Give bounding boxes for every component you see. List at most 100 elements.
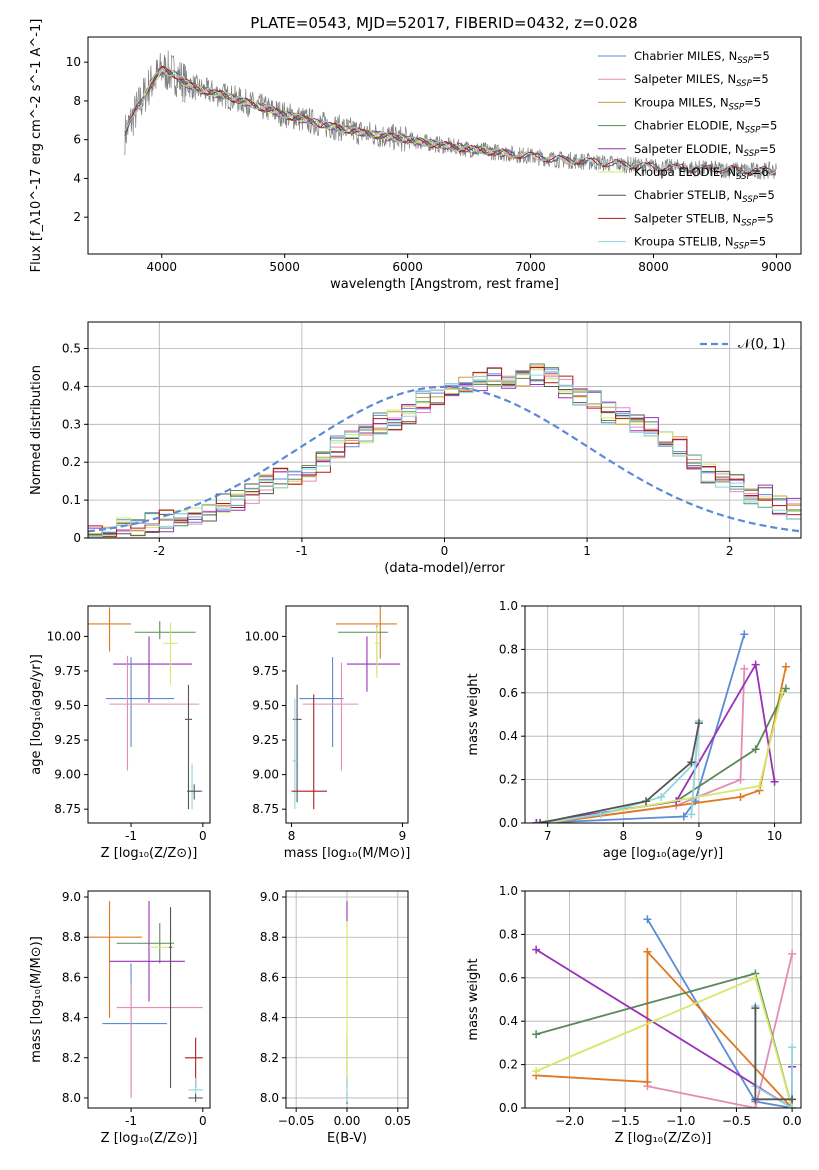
x-tick-label: 4000 xyxy=(146,260,177,274)
series-line xyxy=(539,720,700,823)
legend-eq: =5 xyxy=(744,95,761,109)
series-marker xyxy=(641,797,650,806)
y-tick-label: 9.50 xyxy=(252,699,279,713)
y-tick-label: 8 xyxy=(73,94,81,108)
x-tick-label: 0.00 xyxy=(334,1114,361,1128)
legend-label: Salpeter MILES, NSSP=5 xyxy=(634,72,769,89)
legend-label: Kroupa MILES, NSSP=5 xyxy=(634,95,761,112)
series-marker xyxy=(751,1004,760,1013)
series-marker xyxy=(687,810,696,819)
x-tick-label: 9 xyxy=(695,829,703,843)
series-marker xyxy=(736,792,745,801)
y-tick-label: 0.4 xyxy=(499,729,518,743)
series-marker xyxy=(687,758,696,767)
series-line xyxy=(536,633,746,823)
plot-area xyxy=(532,915,797,1108)
legend-subscript: SSP xyxy=(744,149,760,159)
y-tick-label: 6 xyxy=(73,133,81,147)
x-tick-label: 0.0 xyxy=(783,1114,802,1128)
series-line xyxy=(535,976,793,1108)
axes-frame xyxy=(285,605,409,824)
model-spectrum xyxy=(124,68,776,176)
series-marker xyxy=(751,973,760,982)
series-marker xyxy=(788,1095,797,1104)
model-spectrum xyxy=(149,69,506,158)
x-tick-label: -2 xyxy=(153,544,165,558)
legend-subscript: SSP xyxy=(741,218,757,228)
series-marker xyxy=(751,1104,760,1108)
x-axis-label: wavelength [Angstrom, rest frame] xyxy=(330,277,559,292)
x-tick-label: -1 xyxy=(125,829,137,843)
y-axis-label: Flux [f_λ10^-17 erg cm^-2 s^-1 A^-1] xyxy=(29,19,44,273)
data-spectrum xyxy=(124,50,777,180)
normal-curve xyxy=(88,385,801,533)
legend-label: Chabrier MILES, NSSP=5 xyxy=(634,49,770,66)
y-tick-label: 9.0 xyxy=(62,890,81,904)
series-marker xyxy=(679,812,688,821)
x-axis-label: Z [log₁₀(Z/Z⊙)] xyxy=(101,846,198,861)
series-marker xyxy=(643,947,652,956)
y-axis-label: mass [log₁₀(M/M⊙)] xyxy=(29,936,44,1063)
y-tick-label: 0.8 xyxy=(499,927,518,941)
x-tick-label: 10 xyxy=(767,829,782,843)
series-marker xyxy=(788,949,797,958)
y-tick-label: 0.5 xyxy=(62,342,81,356)
spectrum-panel: 4000 5000 6000 7000 8000 9000 2 4 6 8 10 wavelength… xyxy=(29,19,802,292)
x-tick-label: 0.05 xyxy=(384,1114,411,1128)
y-tick-label: 8.2 xyxy=(62,1051,81,1065)
y-tick-label: 9.00 xyxy=(54,768,81,782)
y-tick-label: 0.6 xyxy=(499,686,518,700)
legend-subscript: SSP xyxy=(745,126,761,136)
series-line xyxy=(547,692,783,823)
series-marker xyxy=(657,792,666,801)
y-tick-label: 8.75 xyxy=(54,802,81,816)
series-marker xyxy=(532,1067,541,1076)
x-tick-label: 8 xyxy=(619,829,627,843)
x-tick-label: 2 xyxy=(726,544,734,558)
x-axis-label: mass [log₁₀(M/M⊙)] xyxy=(284,846,411,861)
series-marker xyxy=(781,662,790,671)
axes-frame xyxy=(87,605,211,824)
legend-eq: =5 xyxy=(757,211,774,225)
model-spectrum xyxy=(149,67,506,157)
series-marker xyxy=(532,819,541,823)
y-tick-label: 0.2 xyxy=(499,1058,518,1072)
y-tick-label: 1.0 xyxy=(499,599,518,613)
histogram-step xyxy=(88,370,801,538)
y-tick-label: 0.1 xyxy=(62,493,81,507)
y-tick-label: 9.75 xyxy=(252,664,279,678)
legend-eq: =5 xyxy=(749,235,766,249)
legend-eq: =5 xyxy=(752,72,769,86)
y-axis-label: mass weight xyxy=(466,958,481,1040)
y-tick-label: 2 xyxy=(73,210,81,224)
x-tick-label: 1 xyxy=(583,544,591,558)
y-tick-label: 0 xyxy=(73,531,81,545)
legend-subscript: SSP xyxy=(736,79,752,89)
series-line xyxy=(536,949,793,1108)
series-line xyxy=(535,972,793,1108)
y-axis-label: age [log₁₀(age/yr)] xyxy=(29,654,44,775)
plot-area xyxy=(124,50,777,180)
series-marker xyxy=(736,775,745,784)
axes-frame xyxy=(87,36,802,255)
y-tick-label: 9.00 xyxy=(252,768,279,782)
series-line xyxy=(547,666,787,823)
plot-area xyxy=(291,606,401,810)
x-tick-label: −2.0 xyxy=(555,1114,584,1128)
series-marker xyxy=(770,777,779,786)
x-tick-label: 6000 xyxy=(392,260,423,274)
legend-subscript: SSP xyxy=(736,172,752,182)
series-marker xyxy=(751,660,760,669)
series-marker xyxy=(694,719,703,728)
legend-subscript: SSP xyxy=(734,242,750,252)
mass-vs-ebv-panel: −0.05 0.00 0.05 8.0 8.2 8.4 8.6 8.8 9.0 E(B-V) xyxy=(260,890,411,1146)
x-axis-label: Z [log₁₀(Z/Z⊙)] xyxy=(615,1131,712,1146)
age-vs-z-panel: -1 0 8.75 9.00 9.25 9.50 9.75 10.00 Z [log₁₀(Z/Z… xyxy=(29,605,211,861)
series-marker xyxy=(788,1043,797,1052)
y-tick-label: 8.6 xyxy=(260,970,279,984)
series-marker xyxy=(532,1030,541,1039)
axes-frame xyxy=(87,890,211,1109)
x-tick-label: 9000 xyxy=(761,260,792,274)
y-tick-label: 8.2 xyxy=(260,1051,279,1065)
